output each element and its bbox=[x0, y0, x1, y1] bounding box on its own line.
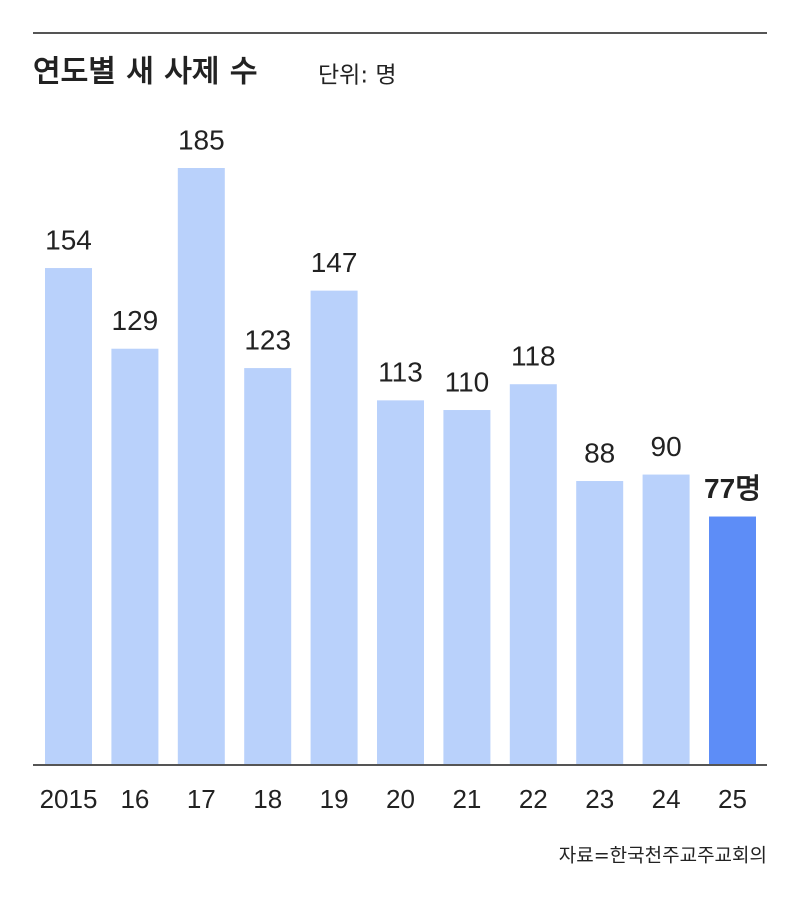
value-label: 118 bbox=[511, 341, 556, 372]
x-tick-label: 24 bbox=[652, 784, 681, 814]
x-tick-label: 23 bbox=[585, 784, 614, 814]
bar bbox=[709, 516, 756, 765]
x-tick-label: 25 bbox=[718, 784, 747, 814]
value-label: 123 bbox=[244, 324, 291, 355]
bar bbox=[45, 268, 92, 765]
bar bbox=[509, 384, 557, 765]
bar bbox=[111, 348, 159, 765]
bar bbox=[377, 400, 424, 765]
x-tick-label: 19 bbox=[320, 784, 349, 814]
value-label: 185 bbox=[178, 124, 225, 155]
value-label: 147 bbox=[311, 247, 358, 278]
bar bbox=[310, 290, 358, 765]
value-label: 90 bbox=[651, 431, 682, 462]
bar bbox=[443, 410, 491, 765]
bar bbox=[576, 481, 624, 765]
bar bbox=[244, 368, 292, 765]
chart-title: 연도별 새 사제 수 bbox=[33, 55, 258, 90]
bar bbox=[177, 168, 225, 765]
value-label: 77명 bbox=[704, 473, 761, 504]
value-label: 110 bbox=[445, 366, 490, 397]
chart-subtitle: 단위: 명 bbox=[318, 63, 397, 89]
x-tick-label: 16 bbox=[120, 784, 149, 814]
value-label: 129 bbox=[112, 305, 159, 336]
value-label: 154 bbox=[45, 224, 92, 255]
value-label: 113 bbox=[378, 357, 423, 388]
value-label: 88 bbox=[584, 437, 615, 468]
x-tick-label: 22 bbox=[519, 784, 548, 814]
source: 자료=한국천주교주교회의 bbox=[559, 845, 767, 867]
x-tick-label: 21 bbox=[452, 784, 481, 814]
x-tick-label: 2015 bbox=[40, 784, 98, 814]
bar bbox=[642, 474, 690, 765]
x-tick-label: 20 bbox=[386, 784, 415, 814]
x-tick-label: 17 bbox=[187, 784, 216, 814]
x-tick-label: 18 bbox=[253, 784, 282, 814]
